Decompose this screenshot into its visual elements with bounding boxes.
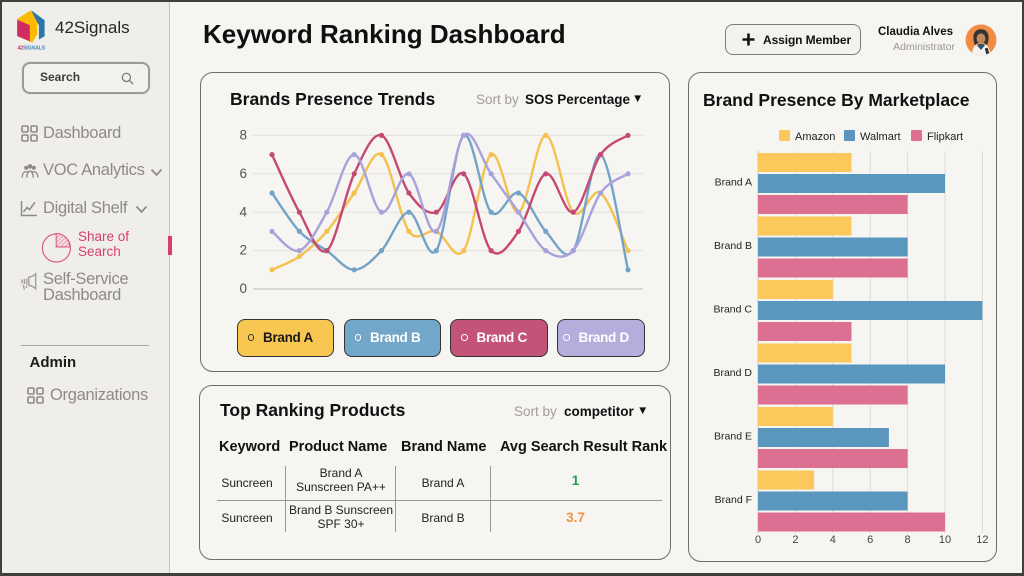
svg-text:Brand B: Brand B: [714, 240, 752, 252]
svg-text:Amazon: Amazon: [795, 131, 835, 143]
svg-text:Brand A: Brand A: [715, 177, 752, 189]
svg-text:2: 2: [792, 534, 798, 546]
svg-text:Walmart: Walmart: [860, 131, 901, 143]
svg-text:Brand E: Brand E: [714, 431, 752, 443]
svg-text:8: 8: [239, 128, 247, 143]
svg-text:12: 12: [976, 534, 988, 546]
svg-text:2: 2: [239, 243, 247, 258]
svg-text:6: 6: [239, 166, 247, 181]
svg-text:0: 0: [755, 534, 761, 546]
svg-text:4: 4: [830, 534, 836, 546]
svg-text:8: 8: [905, 534, 911, 546]
svg-text:Brand D: Brand D: [713, 367, 752, 379]
svg-text:0: 0: [239, 281, 247, 296]
svg-text:Flipkart: Flipkart: [927, 131, 963, 143]
svg-text:6: 6: [867, 534, 873, 546]
svg-text:10: 10: [939, 534, 951, 546]
svg-text:4: 4: [239, 204, 247, 219]
svg-text:Brand C: Brand C: [713, 304, 752, 316]
svg-text:Brand F: Brand F: [715, 494, 752, 506]
svg-text:42SIGNALS: 42SIGNALS: [18, 46, 46, 52]
